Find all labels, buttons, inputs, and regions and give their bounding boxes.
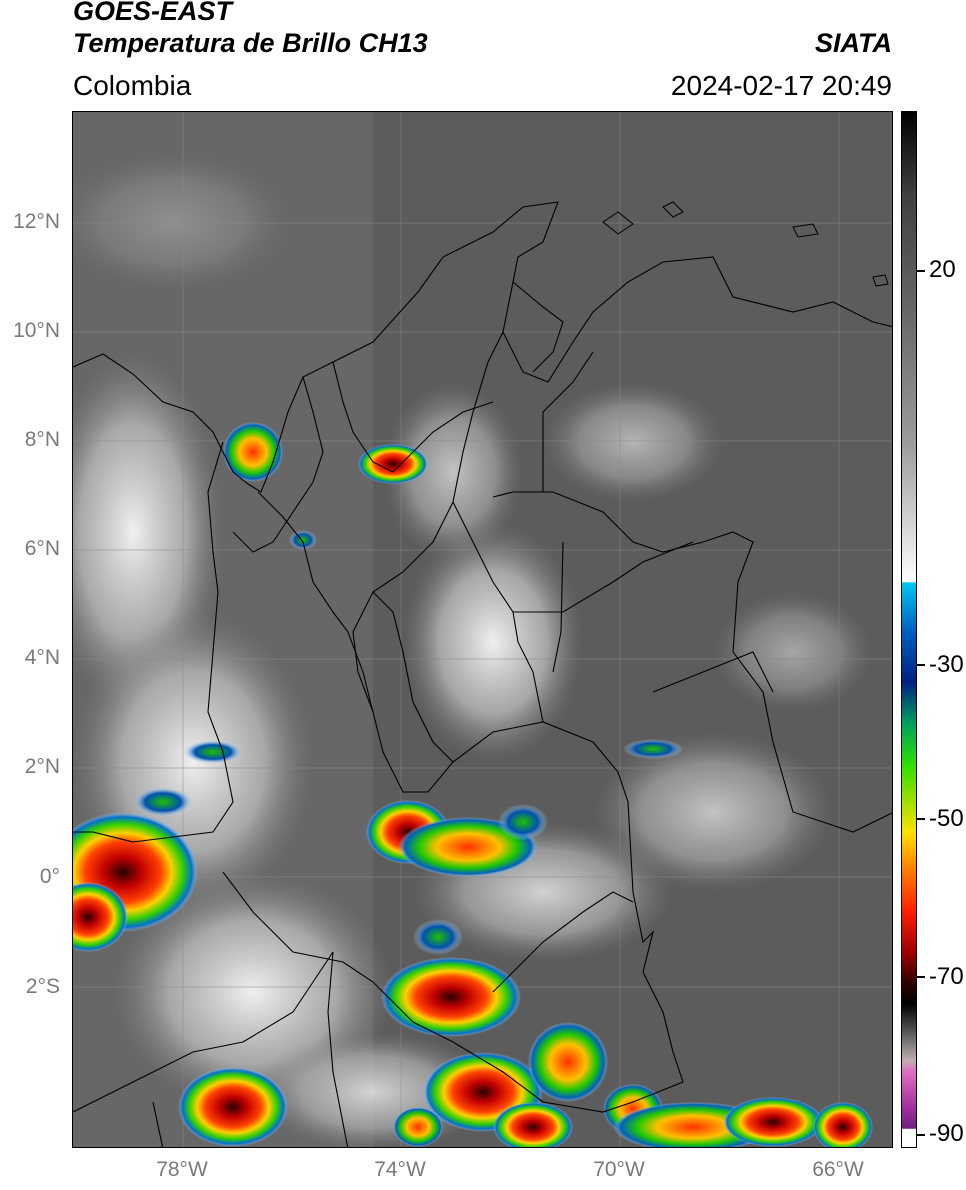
lat-label-0: 0° — [39, 865, 60, 888]
organization-label: SIATA — [815, 28, 892, 58]
borders — [73, 201, 892, 1147]
colorbar-tick-minus70 — [917, 976, 925, 978]
product-title: Temperatura de Brillo CH13 — [73, 28, 428, 58]
colorbar-label-minus30: -30 — [929, 651, 964, 678]
colorbar-label-minus70: -70 — [929, 963, 964, 990]
lat-label-4n: 4°N — [24, 646, 60, 669]
lon-label-70w: 70°W — [593, 1158, 645, 1181]
lon-label-78w: 78°W — [156, 1158, 208, 1181]
colorbar-tick-minus30 — [917, 664, 925, 666]
lat-label-10n: 10°N — [13, 319, 60, 342]
satellite-map — [72, 111, 893, 1148]
temperature-colorbar — [901, 111, 917, 1148]
timestamp-label: 2024-02-17 20:49 — [670, 70, 892, 101]
convective-cells — [73, 422, 873, 1147]
colorbar-label-minus90: -90 — [929, 1120, 964, 1147]
islands — [602, 201, 889, 287]
lat-label-12n: 12°N — [13, 210, 60, 233]
satellite-title: GOES-EAST — [73, 0, 233, 26]
lon-label-66w: 66°W — [812, 1158, 864, 1181]
lon-label-74w: 74°W — [374, 1158, 426, 1181]
colorbar-label-minus50: -50 — [929, 805, 964, 832]
colorbar-tick-minus50 — [917, 818, 925, 820]
lat-label-2s: 2°S — [25, 975, 60, 998]
lat-label-8n: 8°N — [24, 428, 60, 451]
region-label: Colombia — [73, 70, 192, 101]
lat-label-2n: 2°N — [24, 755, 60, 778]
colorbar-tick-20 — [917, 270, 925, 272]
colorbar-label-20: 20 — [929, 256, 956, 283]
lat-label-6n: 6°N — [24, 537, 60, 560]
colorbar-tick-minus90 — [917, 1134, 925, 1136]
